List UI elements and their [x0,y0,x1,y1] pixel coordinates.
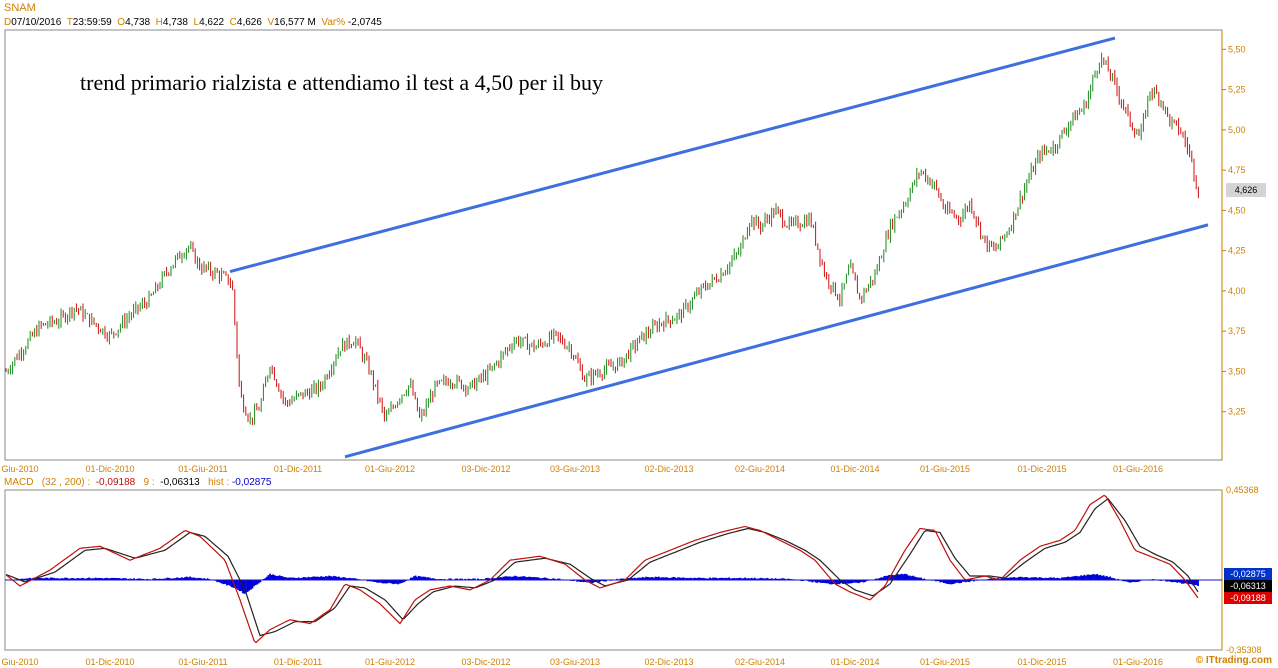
date-axis-label: 01-Giu-2015 [920,464,970,474]
macd-date-axis-label: 01-Giu-2012 [365,657,415,667]
ohlc-header: D07/10/2016 T23:59:59 O4,738 H4,738 L4,6… [4,17,382,28]
time-value: 23:59:59 [72,17,112,28]
macd-date-axis-label: 01-Dic-2011 [274,657,322,667]
price-axis-label: 4,50 [1228,205,1246,215]
macd-axis-label: 0,45368 [1226,485,1259,495]
date-label: D [4,17,12,28]
date-axis-label: 01-Dic-2010 [85,464,134,474]
var-label: Var% [321,17,346,28]
macd-date-axis-label: 02-Dic-2013 [644,657,693,667]
macd-value-badge [1224,580,1272,592]
macd-value-badge-label: -0,02875 [1230,569,1266,579]
macd-value-badge-label: -0,09188 [1230,593,1266,603]
price-axis-label: 4,75 [1228,165,1246,175]
macd-date-axis-label: 01-Dic-2014 [830,657,879,667]
last-price-badge [1226,183,1266,198]
macd-name: MACD [4,477,34,488]
macd-date-axis-label: 01-Giu-2016 [1113,657,1163,667]
date-axis-label: 03-Dic-2012 [461,464,510,474]
open-value: 4,738 [125,17,151,28]
date-axis-label: 01-Dic-2011 [274,464,322,474]
high-value: 4,738 [162,17,188,28]
macd-date-axis-label: 01-Dic-2015 [1017,657,1066,667]
macd-date-axis-label: 01-Giu-2011 [178,657,227,667]
date-axis-label: 01-Giu-2011 [178,464,227,474]
macd-date-axis-label: 03-Giu-2013 [550,657,600,667]
price-axis-label: 5,50 [1228,44,1246,54]
macd-date-axis-label: 01-Giu-2015 [920,657,970,667]
macd-value: -0,09188 [95,477,136,488]
date-axis-label: 01-Dic-2015 [1017,464,1066,474]
macd-date-axis-label: Giu-2010 [1,657,38,667]
date-axis-label: 02-Dic-2013 [644,464,693,474]
macd-axis-label: -0,35308 [1226,645,1262,655]
watermark: © ITtrading.com [1195,655,1272,666]
date-axis-label: 03-Giu-2013 [550,464,600,474]
hist-label: hist : [208,477,230,488]
signal-value: -0,06313 [160,477,200,488]
price-axis-label: 5,25 [1228,85,1246,95]
macd-line [5,494,1199,644]
price-axis-label: 3,25 [1228,407,1246,417]
date-axis-label: 01-Giu-2016 [1113,464,1163,474]
macd-date-axis-label: 01-Dic-2010 [85,657,134,667]
price-axis-label: 4,00 [1228,286,1246,296]
volume-value: 16,577 M [274,17,316,28]
close-label: C [229,17,237,28]
last-price-label: 4,626 [1235,185,1258,195]
high-label: H [155,17,163,28]
macd-header: MACD (32 , 200) : -0,09188 9 : -0,06313 … [4,477,271,488]
price-chart: 3,25 3,50 3,75 4,00 4,25 4,50 4,75 5,00 5,25 5,50… [1,29,1266,474]
macd-chart: 0,45368 -0,35308 Giu-2010 01-Dic-2010 01-Giu… [1,485,1272,667]
macd-date-axis-label: 02-Giu-2014 [735,657,785,667]
price-axis-label: 3,75 [1228,326,1246,336]
chart-symbol: SNAM [4,2,36,14]
macd-date-axis-label: 03-Dic-2012 [461,657,510,667]
signal-line [5,497,1199,637]
signal-label: 9 : [143,477,155,488]
date-axis-label: Giu-2010 [1,464,38,474]
hist-value: -0,02875 [231,477,272,488]
price-axis-label: 3,50 [1228,366,1246,376]
upper-trendline [229,36,1116,274]
low-value: 4,622 [199,17,225,28]
low-label: L [193,17,200,28]
macd-value-badge [1224,592,1272,604]
macd-value-badge-label: -0,06313 [1230,581,1266,591]
macd-value-badge [1224,568,1272,580]
chart-annotation: trend primario rialzista e attendiamo il… [80,70,603,95]
date-axis-label: 01-Giu-2012 [365,464,415,474]
date-value: 07/10/2016 [11,17,62,28]
volume-label: V [267,17,275,28]
open-label: O [117,17,126,28]
price-axis-label: 5,00 [1228,125,1246,135]
time-label: T [66,17,73,28]
lower-trendline [344,223,1209,459]
var-value: -2,0745 [347,17,382,28]
date-axis-label: 02-Giu-2014 [735,464,785,474]
close-value: 4,626 [236,17,262,28]
macd-plot-area [4,489,1223,651]
price-axis-label: 4,25 [1228,246,1246,256]
date-axis-label: 01-Dic-2014 [830,464,879,474]
macd-params: (32 , 200) : [41,477,91,488]
